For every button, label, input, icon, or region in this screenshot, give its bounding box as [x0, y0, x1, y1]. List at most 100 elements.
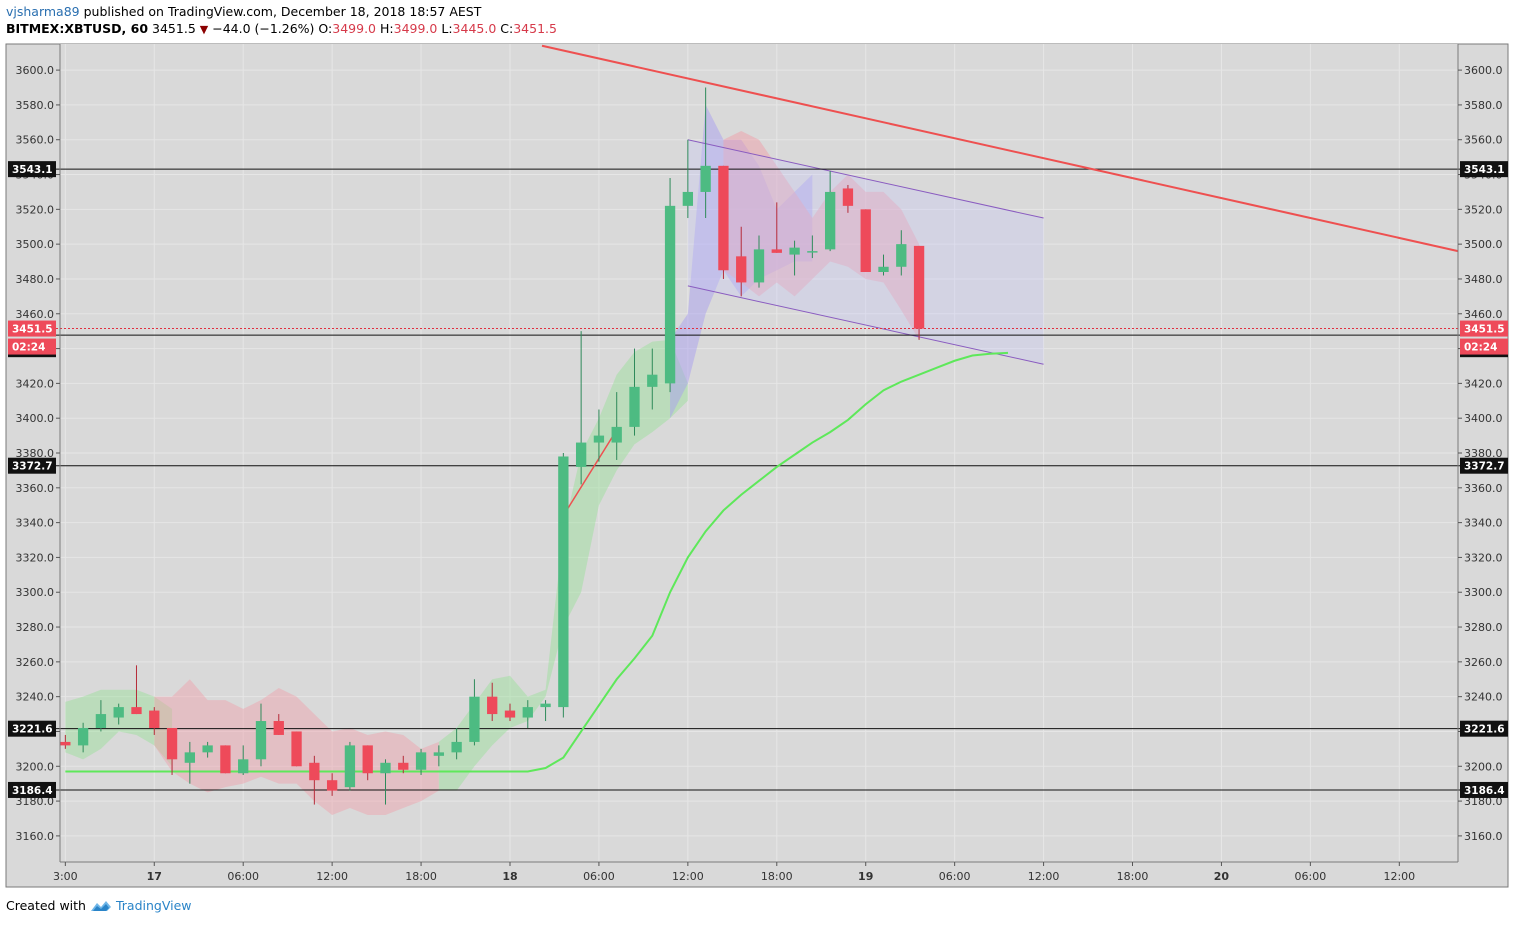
y-tick-label: 3280.0: [1464, 621, 1503, 634]
x-tick-label: 06:00: [939, 870, 971, 883]
candle-body: [593, 435, 605, 443]
candle-body: [487, 696, 498, 715]
x-tick-label: 06:00: [1295, 870, 1327, 883]
candle-body: [220, 745, 231, 774]
y-tick-label: 3360.0: [16, 482, 55, 495]
y-tick-label: 3200.0: [16, 760, 55, 773]
y-tick-label: 3600.0: [1464, 64, 1503, 77]
level-label: 3221.6: [1464, 724, 1505, 736]
level-label-bg: [1460, 720, 1508, 737]
tradingview-link[interactable]: TradingView: [115, 898, 192, 913]
x-tick-label: 18:00: [761, 870, 793, 883]
level-label: 3543.1: [1464, 164, 1505, 176]
tradingview-logo-icon: [90, 900, 111, 911]
moving-average-line: [65, 351, 1009, 773]
level-label-bg: [1460, 161, 1508, 178]
price-labels: 3543.13543.13447.73447.73372.73372.73221…: [8, 161, 1508, 798]
candle-body: [451, 741, 462, 753]
x-tick-label: 20: [1214, 870, 1230, 883]
candle-body: [611, 426, 622, 443]
candle-body: [718, 165, 729, 271]
high-label: H:: [380, 21, 394, 36]
close-value: 3451.5: [513, 21, 557, 36]
candle-body: [149, 710, 160, 728]
x-tick-label: 12:00: [672, 870, 704, 883]
level-label-bg: [8, 457, 56, 474]
candle-body: [362, 745, 373, 774]
candle-body: [415, 752, 427, 770]
footer: Created with TradingView: [6, 898, 192, 913]
candle-body: [433, 752, 445, 756]
y-tick-label: 3460.0: [16, 308, 55, 321]
candle-body: [273, 721, 284, 735]
candle-body: [540, 703, 551, 708]
level-label: 3543.1: [12, 164, 53, 176]
countdown-label: 02:24: [12, 342, 45, 354]
last-price-label-bg: [1460, 320, 1508, 337]
candle-body: [842, 188, 854, 206]
y-tick-label: 3360.0: [1464, 482, 1503, 495]
level-label: 3186.4: [12, 785, 53, 797]
channel-upper-line: [687, 139, 1044, 219]
symbol-header: BITMEX:XBTUSD, 60 3451.5 ▼ −44.0 (−1.26%…: [6, 21, 557, 36]
last-price-label-bg: [8, 320, 56, 337]
y-tick-label: 3180.0: [16, 795, 55, 808]
x-tick-label: 3:00: [53, 870, 78, 883]
candle-body: [664, 205, 676, 384]
candle-body: [166, 727, 178, 760]
channel-lower-line: [687, 285, 1044, 365]
y-tick-label: 3160.0: [1464, 830, 1503, 843]
y-tick-label: 3500.0: [1464, 238, 1503, 251]
y-tick-label: 3240.0: [1464, 691, 1503, 704]
low-value: 3445.0: [452, 21, 497, 36]
y-tick-label: 3380.0: [1464, 447, 1503, 460]
level-label-bg: [8, 720, 56, 737]
countdown-label: 02:24: [1464, 342, 1497, 354]
y-tick-label: 3320.0: [1464, 551, 1503, 564]
level-label: 3372.7: [1464, 461, 1505, 473]
author-link[interactable]: vjsharma89: [6, 4, 80, 19]
low-label: L:: [441, 21, 453, 36]
candle-body: [860, 209, 871, 272]
x-tick-label: 17: [147, 870, 162, 883]
candle-body: [789, 247, 800, 255]
x-tick-label: 18: [502, 870, 517, 883]
open-label: O:: [318, 21, 333, 36]
y-tick-label: 3520.0: [1464, 203, 1503, 216]
candle-body: [255, 721, 267, 760]
y-tick-label: 3300.0: [16, 586, 55, 599]
candles[interactable]: [60, 87, 925, 805]
candle-body: [896, 244, 907, 267]
level-label-bg: [1460, 457, 1508, 474]
candle-body: [309, 762, 320, 781]
candle-body: [469, 696, 480, 742]
y-tick-label: 3200.0: [1464, 760, 1503, 773]
y-tick-label: 3560.0: [16, 134, 55, 147]
level-label-bg: [8, 781, 56, 798]
countdown-label-bg: [8, 338, 56, 355]
y-tick-label: 3480.0: [1464, 273, 1503, 286]
candle-body: [326, 780, 338, 791]
candle-body: [60, 741, 71, 746]
open-value: 3499.0: [332, 21, 377, 36]
y-tick-label: 3340.0: [1464, 517, 1503, 530]
y-tick-label: 3180.0: [1464, 795, 1503, 808]
countdown-label-bg: [1460, 338, 1508, 355]
last-price-label: 3451.5: [12, 324, 53, 336]
created-with-text: Created with: [6, 898, 86, 913]
symbol-label: BITMEX:XBTUSD, 60: [6, 21, 149, 36]
y-tick-label: 3160.0: [16, 830, 55, 843]
ichimoku-band-red: [723, 131, 920, 340]
x-tick-label: 18:00: [1117, 870, 1149, 883]
candle-body: [131, 707, 142, 715]
candle-body: [878, 266, 889, 272]
candle-body: [824, 191, 836, 250]
level-label: 3221.6: [12, 724, 53, 736]
candle-body: [647, 374, 658, 387]
candle-body: [291, 731, 302, 767]
trend-lines: [65, 44, 1459, 773]
close-label: C:: [500, 21, 514, 36]
trend-line: [541, 44, 1459, 253]
y-tick-label: 3560.0: [1464, 134, 1503, 147]
